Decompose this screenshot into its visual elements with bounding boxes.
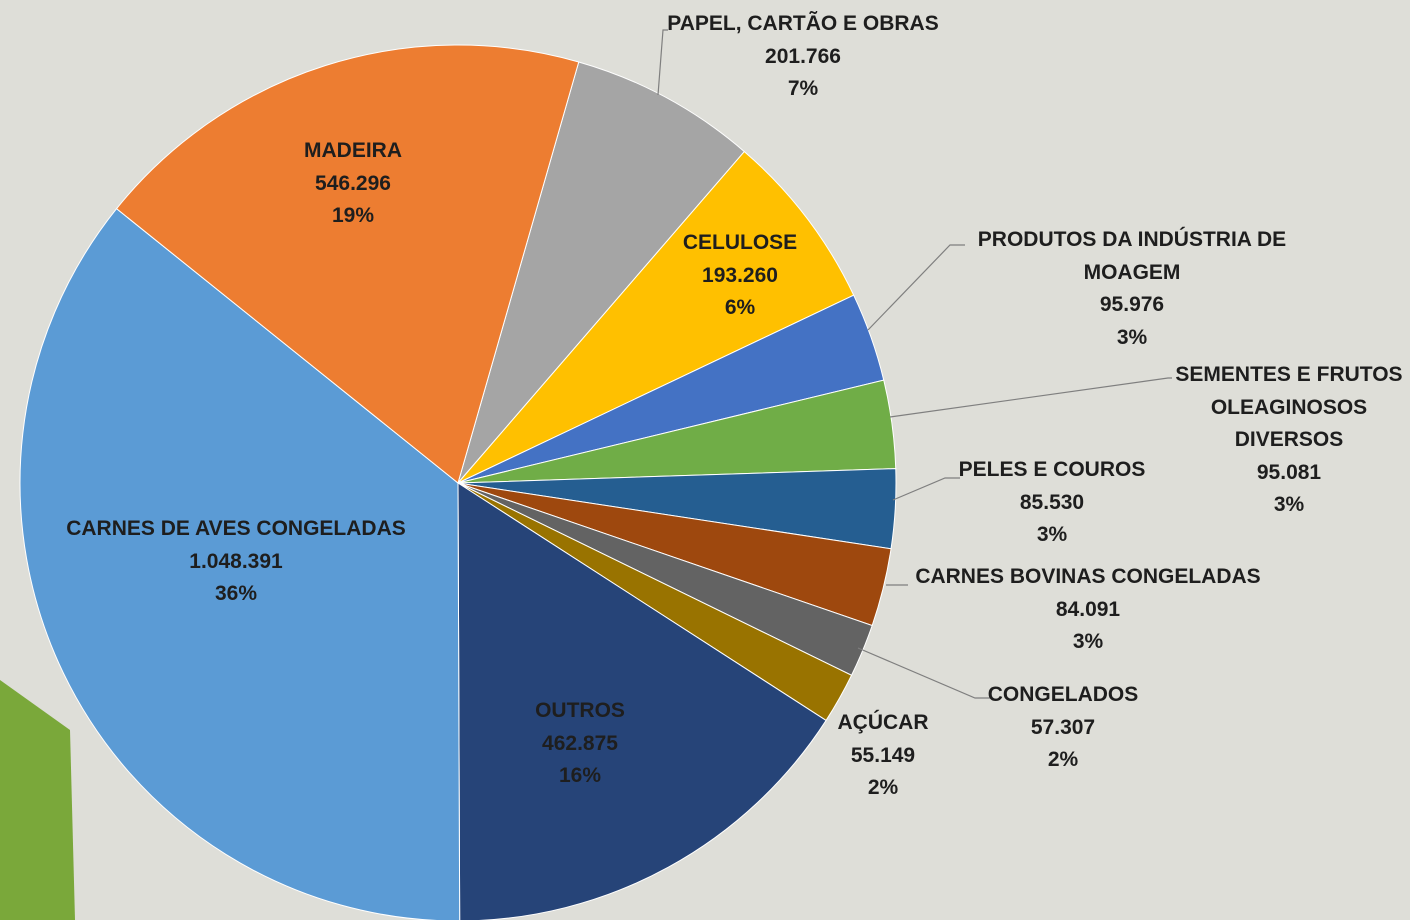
value-label: 193.260 xyxy=(702,263,778,287)
value-label: 95.976 xyxy=(1099,293,1165,316)
pie-slice xyxy=(19,207,461,920)
slice-label: CELULOSE 193.260 6% xyxy=(640,227,840,325)
leader-line xyxy=(867,244,965,331)
category-label: SEMENTES E FRUTOS OLEAGINOSOS DIVERSOS xyxy=(1175,363,1403,451)
value-label: 1.048.391 xyxy=(189,549,283,573)
slice-label: CARNES DE AVES CONGELADAS 1.048.391 36% xyxy=(36,513,436,611)
category-label: OUTROS xyxy=(535,699,625,722)
background-decoration xyxy=(0,680,75,920)
value-label: 57.307 xyxy=(1030,715,1096,739)
value-label: 95.081 xyxy=(1256,460,1322,484)
slice-label: PAPEL, CARTÃO E OBRAS 201.766 7% xyxy=(643,8,963,106)
leader-lines xyxy=(657,29,1172,699)
percent-label: 2% xyxy=(867,776,899,799)
slice-label: MADEIRA 546.296 19% xyxy=(253,135,453,233)
pie-slice xyxy=(457,61,746,484)
percent-label: 2% xyxy=(1047,748,1079,771)
pie xyxy=(19,44,897,920)
pie-slice xyxy=(457,150,855,484)
percent-label: 3% xyxy=(1273,493,1305,516)
percent-label: 7% xyxy=(787,77,819,100)
percent-label: 3% xyxy=(1036,523,1068,546)
value-label: 55.149 xyxy=(850,743,916,767)
percent-label: 3% xyxy=(1116,325,1148,349)
category-label: CELULOSE xyxy=(682,231,798,254)
category-label: PRODUTOS DA INDÚSTRIA DE MOAGEM xyxy=(977,228,1287,284)
value-label: 201.766 xyxy=(765,44,841,68)
slice-label: OUTROS 462.875 16% xyxy=(480,695,680,793)
category-label: PELES E COUROS xyxy=(958,458,1146,481)
value-label: 546.296 xyxy=(315,171,391,195)
category-label: MADEIRA xyxy=(304,139,402,162)
value-label: 85.530 xyxy=(1019,490,1085,514)
slice-label: CARNES BOVINAS CONGELADAS 84.091 3% xyxy=(898,561,1278,659)
pie-slice xyxy=(115,44,580,484)
percent-label: 6% xyxy=(724,296,756,319)
value-label: 84.091 xyxy=(1055,597,1121,621)
slice-label: PRODUTOS DA INDÚSTRIA DE MOAGEM 95.976 3% xyxy=(960,224,1305,354)
leader-line xyxy=(892,477,960,501)
category-label: AÇÚCAR xyxy=(837,711,929,734)
slice-label: SEMENTES E FRUTOS OLEAGINOSOS DIVERSOS 95… xyxy=(1167,359,1410,522)
slice-label: CONGELADOS 57.307 2% xyxy=(963,679,1163,777)
category-label: PAPEL, CARTÃO E OBRAS xyxy=(667,12,939,35)
percent-label: 36% xyxy=(214,582,258,605)
percent-label: 3% xyxy=(1072,630,1104,653)
category-label: CARNES BOVINAS CONGELADAS xyxy=(915,565,1261,588)
leader-line xyxy=(657,29,668,96)
slice-label: PELES E COUROS 85.530 3% xyxy=(942,454,1162,552)
category-label: CARNES DE AVES CONGELADAS xyxy=(66,517,406,540)
leader-line xyxy=(889,377,1172,418)
leader-line xyxy=(857,647,990,699)
percent-label: 19% xyxy=(331,204,375,227)
value-label: 462.875 xyxy=(542,731,618,755)
percent-label: 16% xyxy=(558,764,602,787)
category-label: CONGELADOS xyxy=(987,683,1139,706)
slice-label: AÇÚCAR 55.149 2% xyxy=(813,707,953,805)
pie-slice xyxy=(457,482,827,920)
